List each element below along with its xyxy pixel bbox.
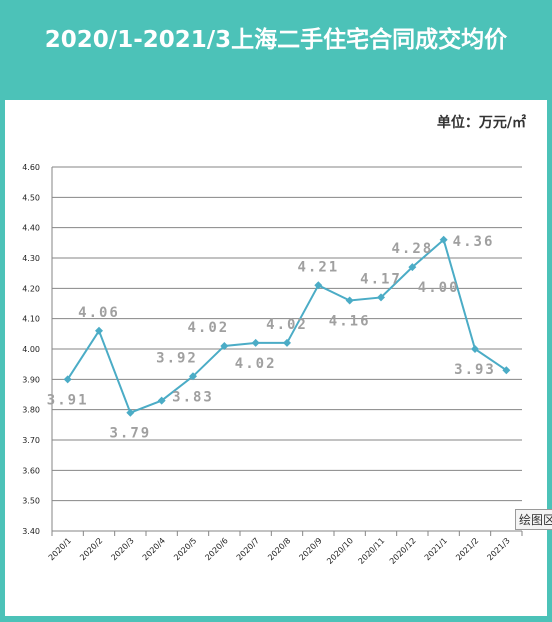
y-tick-label: 3.70 [22,436,40,445]
x-tick-label: 2020/1 [47,536,73,562]
data-point [126,408,135,417]
y-tick-label: 3.50 [22,497,40,506]
x-tick-label: 2020/3 [109,536,135,562]
data-point [345,296,354,305]
data-labels: 3.91 4.06 3.79 3.92 3.83 4.02 4.02 4.02 4.21 4.16… [47,234,496,442]
data-label: 4.02 [235,356,277,372]
data-point [471,345,479,353]
y-tick-label: 3.40 [22,527,40,536]
x-tick-label: 2020/10 [325,536,355,566]
data-label: 3.91 [47,392,89,408]
data-label: 4.17 [360,271,402,287]
x-tick-label: 2020/9 [297,536,323,562]
x-tick-label: 2020/6 [203,536,229,562]
data-points [63,235,511,417]
data-label: 4.36 [453,234,495,250]
data-label: 4.02 [266,317,308,333]
x-tick-label: 2020/5 [172,536,198,562]
data-point [283,338,291,347]
data-label: 3.79 [109,426,151,442]
x-tick-label: 2020/12 [388,536,418,566]
gridlines [51,166,522,532]
y-tick-label: 4.10 [22,315,40,324]
data-point [251,338,260,347]
data-label: 4.00 [418,280,460,296]
data-label: 4.16 [329,313,371,329]
y-tick-label: 3.60 [22,466,40,475]
data-point [377,293,385,302]
x-axis-ticks: 2020/1 2020/2 2020/3 2020/4 2020/5 2020/6 2020… [47,531,523,566]
data-label: 4.28 [391,241,433,257]
x-tick-label: 2020/11 [357,536,387,566]
x-tick-label: 2020/7 [235,536,261,562]
y-tick-label: 4.20 [22,284,40,293]
data-point [314,281,323,290]
data-point [157,396,166,405]
y-tick-label: 3.90 [22,375,40,384]
unit-label: 单位：万元/㎡ [436,115,526,131]
chart-panel [5,100,547,616]
y-tick-label: 3.80 [22,406,40,415]
y-tick-label: 4.40 [22,224,40,233]
y-tick-label: 4.30 [22,254,40,263]
y-tick-label: 4.60 [22,163,40,172]
data-point [408,263,417,272]
x-tick-label: 2021/1 [423,536,449,562]
x-tick-label: 2020/4 [141,536,167,562]
x-tick-label: 2021/3 [485,536,511,562]
data-point [95,326,103,335]
y-tick-label: 4.00 [22,345,40,354]
x-tick-label: 2020/2 [78,536,104,562]
data-point [189,372,197,381]
data-label: 4.02 [187,320,229,336]
y-axis-ticks: 3.40 3.50 3.60 3.70 3.80 3.90 4.00 4.10 4.20 4.30… [22,163,40,536]
data-point [63,375,72,384]
data-label: 3.83 [172,389,214,405]
data-label: 4.06 [78,305,120,321]
data-label: 3.92 [156,350,198,366]
plot-area-tooltip: 绘图区 [515,509,552,530]
y-tick-label: 4.50 [22,193,40,202]
data-label: 3.93 [454,362,496,378]
data-point [439,235,448,244]
data-label: 4.21 [297,259,339,275]
x-tick-label: 2020/8 [266,536,292,562]
data-point [502,366,511,375]
data-point [220,341,229,350]
chart-title: 2020/1-2021/3上海二手住宅合同成交均价 [44,27,508,53]
x-tick-label: 2021/2 [454,536,480,562]
